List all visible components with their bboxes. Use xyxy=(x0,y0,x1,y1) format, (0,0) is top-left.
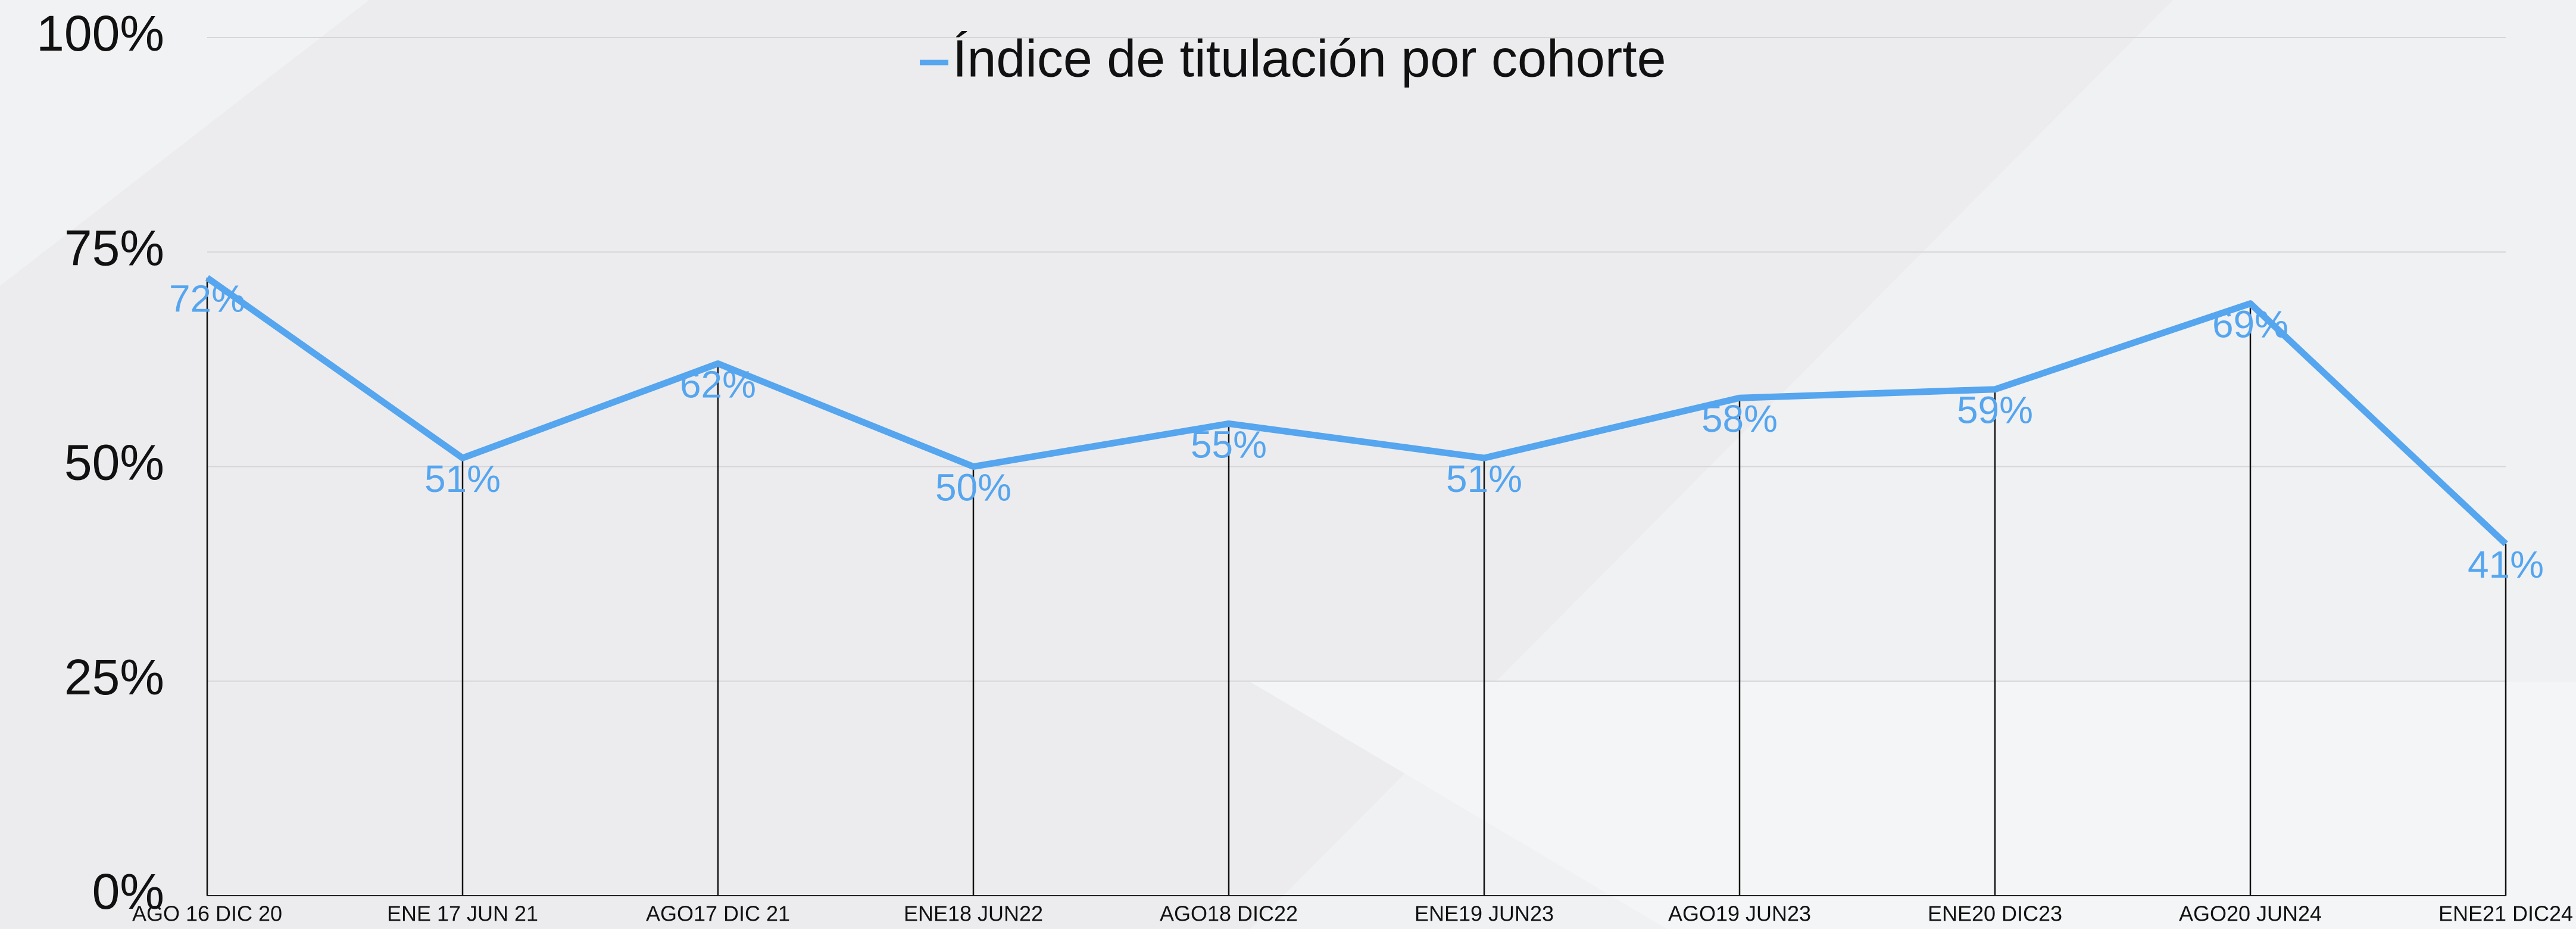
x-tick-label: AGO20 JUN24 xyxy=(2179,902,2322,926)
y-tick-label: 0% xyxy=(92,863,164,919)
data-label: 41% xyxy=(2468,543,2544,586)
x-tick-label: ENE18 JUN22 xyxy=(904,902,1043,926)
x-tick-label: ENE21 DIC24 xyxy=(2438,902,2573,926)
x-tick-label: AGO 16 DIC 20 xyxy=(132,902,282,926)
x-tick-label: AGO18 DIC22 xyxy=(1160,902,1298,926)
data-label: 51% xyxy=(424,457,501,500)
x-tick-label: ENE 17 JUN 21 xyxy=(387,902,538,926)
x-tick-label: ENE20 DIC23 xyxy=(1928,902,2062,926)
data-label: 55% xyxy=(1191,423,1267,466)
data-label: 59% xyxy=(1957,389,2033,432)
y-tick-label: 75% xyxy=(64,220,164,276)
background-shape xyxy=(1250,682,2576,929)
y-tick-label: 25% xyxy=(64,649,164,705)
data-label: 50% xyxy=(935,466,1011,509)
x-tick-label: AGO17 DIC 21 xyxy=(646,902,790,926)
data-label: 62% xyxy=(680,363,756,406)
x-tick-label: AGO19 JUN23 xyxy=(1668,902,1811,926)
data-label: 51% xyxy=(1446,457,1522,500)
y-tick-label: 100% xyxy=(36,5,164,61)
line xyxy=(205,275,2508,547)
y-tick-label: 50% xyxy=(64,435,164,491)
data-label: 58% xyxy=(1701,397,1778,440)
x-tick-label: ENE19 JUN23 xyxy=(1415,902,1554,926)
legend-label: Índice de titulación por cohorte xyxy=(953,29,1666,88)
background-shape xyxy=(0,0,369,286)
data-label: 69% xyxy=(2212,303,2288,346)
data-label: 72% xyxy=(169,277,245,320)
